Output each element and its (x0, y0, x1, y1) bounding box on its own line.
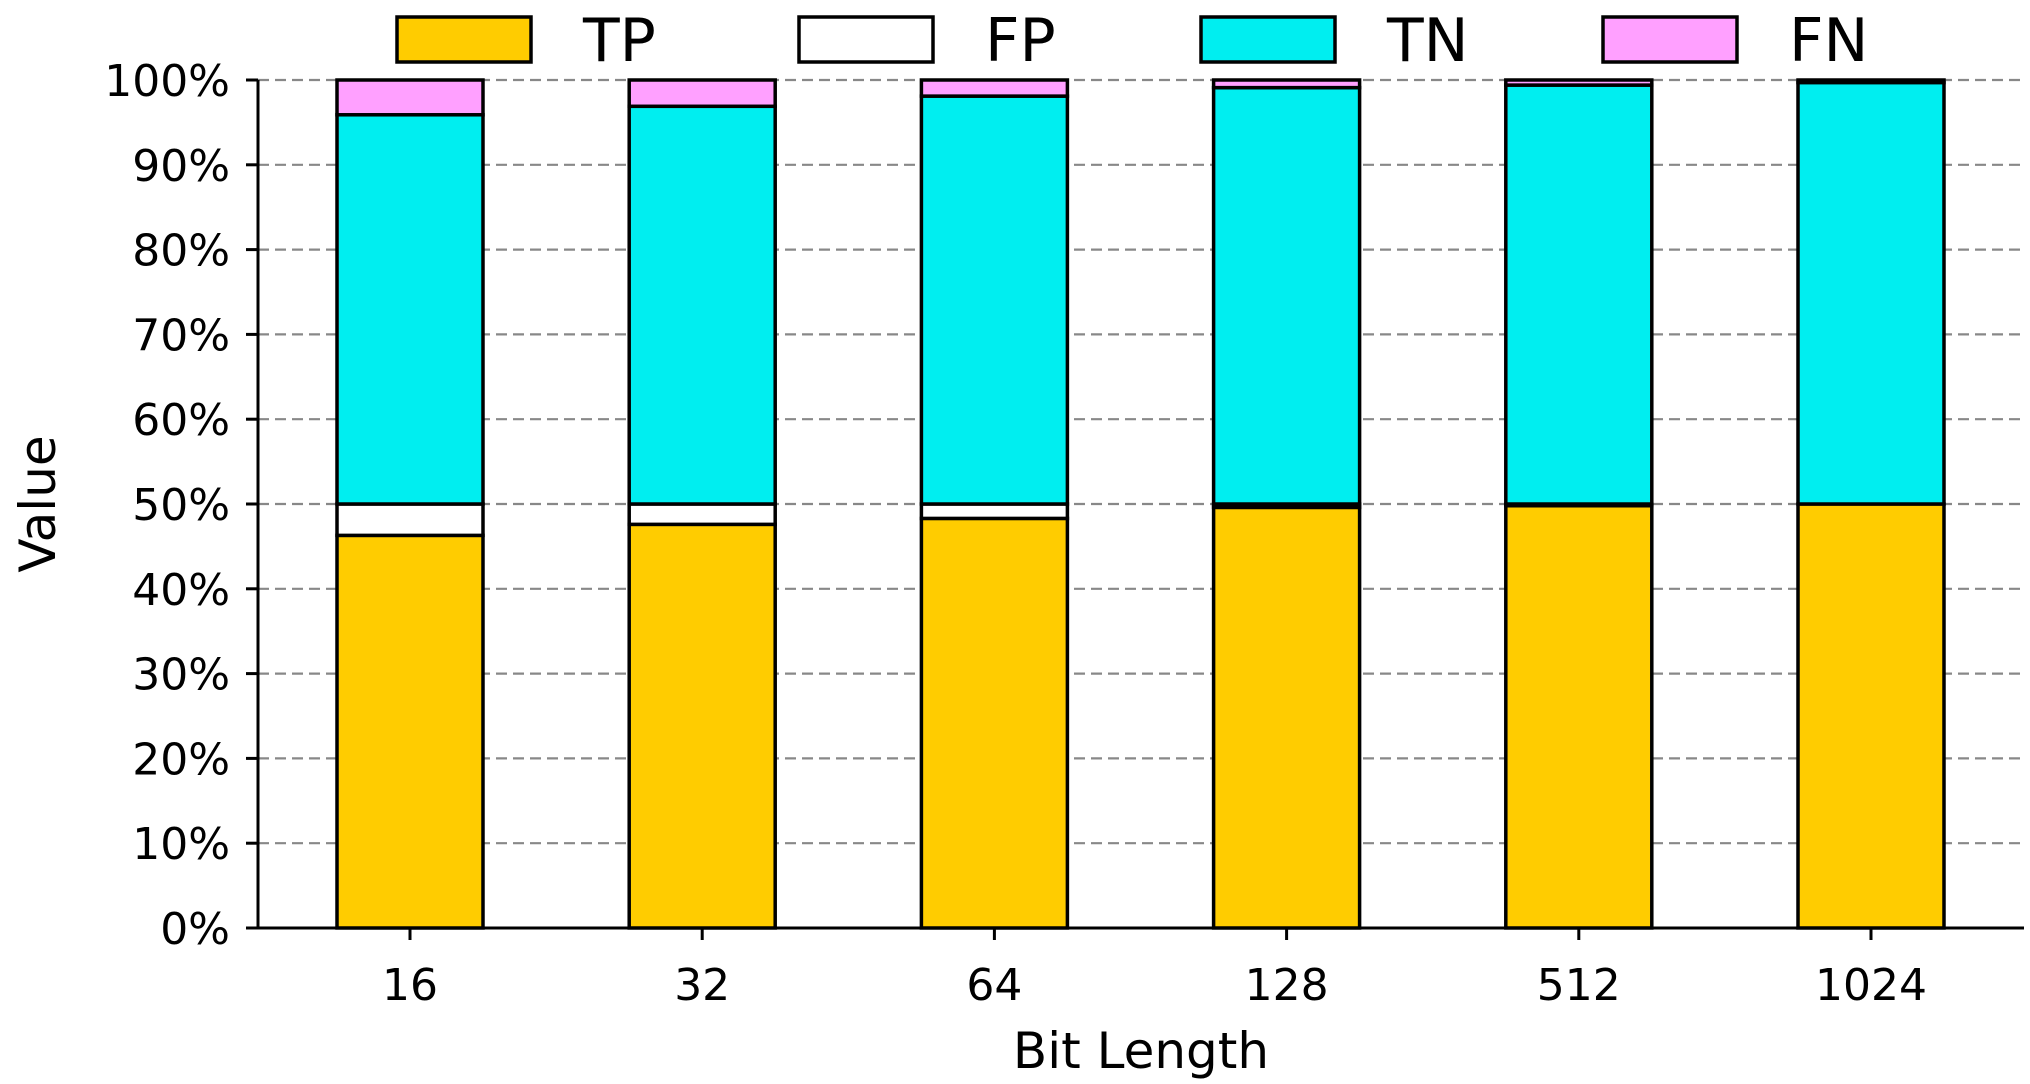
bar-segment-tn (1504, 83, 1654, 506)
x-tick-label: 32 (674, 960, 730, 1011)
y-tick-label: 70% (132, 310, 230, 361)
bar-segment-fn (627, 78, 777, 109)
legend-label-tn: TN (1386, 6, 1469, 76)
bar-segment-tn (919, 94, 1070, 506)
bar-segment-tp (1504, 503, 1654, 930)
y-tick-label: 50% (132, 480, 230, 531)
bar-segment-fp (919, 502, 1070, 521)
x-tick-label: 16 (382, 960, 438, 1011)
y-ticks: 0% 10% 20% 30% 40% 50% 60% 70% 80% 90% 100% (104, 56, 258, 955)
y-tick-label: 100% (104, 56, 230, 107)
bars (335, 78, 1946, 930)
y-axis-label: Value (9, 435, 67, 572)
x-tick-label: 64 (966, 960, 1022, 1011)
x-ticks: 16 32 64 128 512 1024 (382, 928, 1927, 1011)
legend-label-fn: FN (1789, 6, 1868, 76)
y-tick-label: 20% (132, 734, 230, 785)
bar-segment-fp (627, 502, 777, 527)
y-tick-label: 30% (132, 650, 230, 701)
bar-segment-tn (1796, 80, 1946, 506)
bar-segment-tn (335, 113, 485, 506)
bar-segment-fn (919, 78, 1070, 98)
y-tick-label: 60% (132, 395, 230, 446)
y-tick-label: 10% (132, 819, 230, 870)
bar-segment-fn (335, 78, 485, 117)
legend-swatch-tn (1199, 15, 1337, 64)
bar-segment-fn (1796, 78, 1946, 85)
x-tick-label: 128 (1245, 960, 1329, 1011)
legend-swatch-fn (1601, 15, 1739, 64)
y-tick-label: 80% (132, 226, 230, 277)
x-tick-label: 1024 (1815, 960, 1927, 1011)
bar-segment-tn (1211, 85, 1362, 506)
bar-segment-tn (627, 104, 777, 506)
bar-segment-tp (627, 522, 777, 930)
x-axis-label: Bit Length (1013, 1022, 1269, 1080)
legend-label-tp: TP (582, 6, 656, 76)
legend: TP FP TN FN (395, 6, 1868, 76)
y-tick-label: 40% (132, 565, 230, 616)
bar-segment-fp (335, 502, 485, 538)
y-tick-label: 0% (160, 904, 230, 955)
grid-lines (258, 78, 2024, 845)
y-tick-label: 90% (132, 141, 230, 192)
bar-segment-tp (1796, 502, 1946, 930)
bar-segment-fn (1211, 78, 1362, 90)
bar-segment-tp (1211, 505, 1362, 930)
x-tick-label: 512 (1537, 960, 1621, 1011)
legend-swatch-tp (395, 15, 533, 64)
bar-segment-tp (335, 533, 485, 930)
legend-swatch-fp (797, 15, 935, 64)
bar-segment-tp (919, 516, 1070, 930)
legend-label-fp: FP (985, 6, 1056, 76)
bar-segment-fn (1504, 78, 1654, 87)
